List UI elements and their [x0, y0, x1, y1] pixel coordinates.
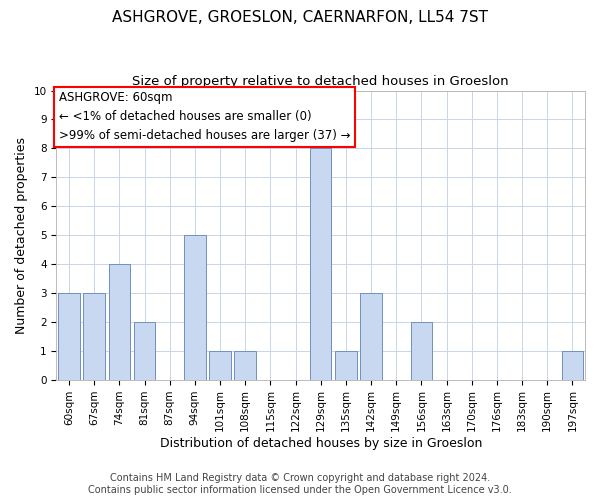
Bar [184, 235, 206, 380]
Text: ASHGROVE: 60sqm
← <1% of detached houses are smaller (0)
>99% of semi-detached h: ASHGROVE: 60sqm ← <1% of detached houses… [59, 92, 350, 142]
Bar [83, 293, 105, 380]
Bar [134, 322, 155, 380]
Text: Contains HM Land Registry data © Crown copyright and database right 2024.
Contai: Contains HM Land Registry data © Crown c… [88, 474, 512, 495]
Bar [209, 350, 231, 380]
Title: Size of property relative to detached houses in Groeslon: Size of property relative to detached ho… [133, 75, 509, 88]
X-axis label: Distribution of detached houses by size in Groeslon: Distribution of detached houses by size … [160, 437, 482, 450]
Bar [335, 350, 356, 380]
Bar [58, 293, 80, 380]
Bar [361, 293, 382, 380]
Bar [410, 322, 432, 380]
Bar [310, 148, 331, 380]
Bar [562, 350, 583, 380]
Text: ASHGROVE, GROESLON, CAERNARFON, LL54 7ST: ASHGROVE, GROESLON, CAERNARFON, LL54 7ST [112, 10, 488, 25]
Bar [109, 264, 130, 380]
Y-axis label: Number of detached properties: Number of detached properties [15, 136, 28, 334]
Bar [235, 350, 256, 380]
